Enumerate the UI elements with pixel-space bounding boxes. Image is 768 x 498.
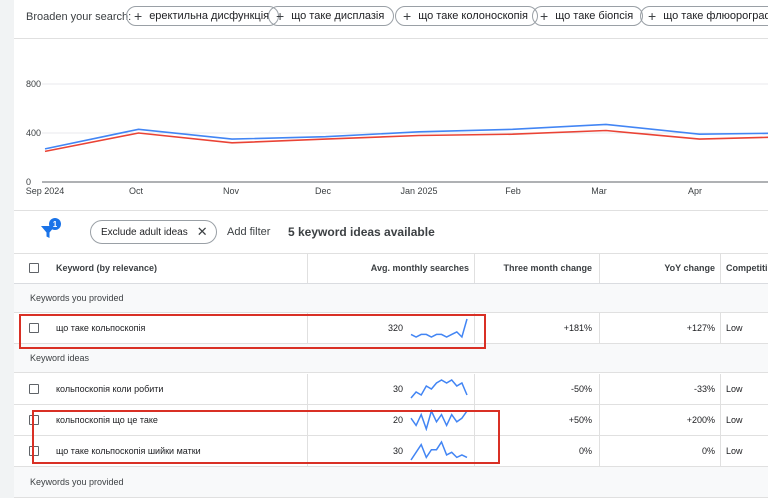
close-icon[interactable]: ✕ <box>196 224 208 239</box>
column-avg-monthly-searches[interactable]: Avg. monthly searches <box>370 263 469 273</box>
y-tick-label: 800 <box>26 79 42 89</box>
series-line-1 <box>44 129 768 153</box>
broaden-chip[interactable]: + що таке дисплазія <box>268 6 395 26</box>
search-volume-chart: 800 400 0 Sep 2024 Oct Nov Dec Jan 2025 … <box>14 60 768 210</box>
y-tick-label: 0 <box>26 177 32 187</box>
keyword-ideas-count: 5 keyword ideas available <box>288 225 435 239</box>
x-tick-label: Nov <box>222 186 240 196</box>
keyword-text: кольпоскопія що це таке <box>56 415 158 425</box>
broaden-search-bar: Broaden your search: + еректильна дисфунк… <box>14 0 768 39</box>
sparkline-path <box>410 379 468 399</box>
avg-monthly-searches: 30 <box>392 384 403 394</box>
keyword-text: що таке кольпоскопія шийки матки <box>56 446 201 456</box>
x-tick-label: Dec <box>314 186 332 196</box>
competition: Low <box>726 446 743 456</box>
trend-sparkline <box>410 379 468 399</box>
series-line-0 <box>44 123 768 150</box>
yoy-change: -33% <box>693 384 715 394</box>
plus-icon: + <box>403 8 412 24</box>
table-row[interactable]: кольпоскопія коли робити 30 -50% -33% Lo… <box>14 374 768 405</box>
table-row[interactable]: кольпоскопія що це таке 20 +50% +200% Lo… <box>14 405 768 436</box>
broaden-chip[interactable]: +що таке флюорографія <box>640 6 768 26</box>
select-all-checkbox[interactable] <box>29 263 39 273</box>
trend-sparkline <box>410 409 468 431</box>
x-tick-label: Jan 2025 <box>400 186 438 196</box>
competition: Low <box>726 323 743 333</box>
plus-icon: + <box>540 8 549 24</box>
section-keywords-provided: Keywords you provided <box>14 284 768 313</box>
filter-toolbar: 1 Exclude adult ideas ✕ Add filter 5 keyw… <box>14 210 768 254</box>
three-month-change: -50% <box>570 384 592 394</box>
column-yoy-change[interactable]: YoY change <box>664 263 715 273</box>
x-tick-label: Feb <box>505 186 521 196</box>
trend-sparkline <box>410 318 468 339</box>
keyword-planner-panel: Broaden your search: + еректильна дисфунк… <box>14 0 768 498</box>
column-three-month-change[interactable]: Three month change <box>503 263 592 273</box>
table-row[interactable]: що таке кольпоскопія шийки матки 30 0% 0… <box>14 436 768 467</box>
x-tick-label: Apr <box>687 186 703 196</box>
row-checkbox[interactable] <box>29 384 39 394</box>
avg-monthly-searches: 320 <box>387 323 403 333</box>
highlight-box <box>19 314 486 349</box>
sparkline-path <box>410 440 468 461</box>
broaden-chip[interactable]: + що таке колоноскопія <box>395 6 539 26</box>
section-keywords-provided-bottom: Keywords you provided <box>14 467 768 498</box>
plus-icon: + <box>134 8 143 24</box>
yoy-change: +127% <box>686 323 715 333</box>
y-tick-label: 400 <box>26 128 42 138</box>
broaden-label: Broaden your search: <box>26 11 132 23</box>
sparkline-path <box>410 409 468 431</box>
highlight-box <box>32 410 500 464</box>
avg-monthly-searches: 20 <box>392 415 403 425</box>
competition: Low <box>726 415 743 425</box>
plus-icon: + <box>648 8 657 24</box>
table-row[interactable]: що таке кольпоскопія 320 +181% +127% Low <box>14 313 768 344</box>
three-month-change: +50% <box>568 415 592 425</box>
yoy-change: 0% <box>701 446 715 456</box>
filter-count-badge: 1 <box>49 218 61 230</box>
trend-sparkline <box>410 440 468 461</box>
column-competition[interactable]: Competiti <box>726 263 768 273</box>
keyword-text: кольпоскопія коли робити <box>56 384 164 394</box>
row-checkbox[interactable] <box>29 415 39 425</box>
row-checkbox[interactable] <box>29 446 39 456</box>
competition: Low <box>726 384 743 394</box>
avg-monthly-searches: 30 <box>392 446 403 456</box>
broaden-chip[interactable]: + еректильна дисфункція <box>126 6 280 26</box>
yoy-change: +200% <box>686 415 715 425</box>
x-tick-label: Mar <box>591 186 607 196</box>
row-checkbox[interactable] <box>29 323 39 333</box>
three-month-change: 0% <box>578 446 592 456</box>
plus-icon: + <box>276 8 285 24</box>
column-keyword[interactable]: Keyword (by relevance) <box>56 263 158 273</box>
exclude-adult-ideas-chip[interactable]: Exclude adult ideas ✕ <box>90 220 217 244</box>
keyword-text: що таке кольпоскопія <box>56 323 146 333</box>
add-filter-button[interactable]: Add filter <box>227 226 271 238</box>
x-tick-label: Sep 2024 <box>25 186 65 196</box>
x-tick-label: Oct <box>128 186 144 196</box>
three-month-change: +181% <box>563 323 592 333</box>
broaden-chip[interactable]: + що таке біопсія <box>532 6 644 26</box>
chart-svg <box>42 83 768 183</box>
sparkline-path <box>410 318 468 339</box>
table-header: Keyword (by relevance) Avg. monthly sear… <box>14 253 768 284</box>
